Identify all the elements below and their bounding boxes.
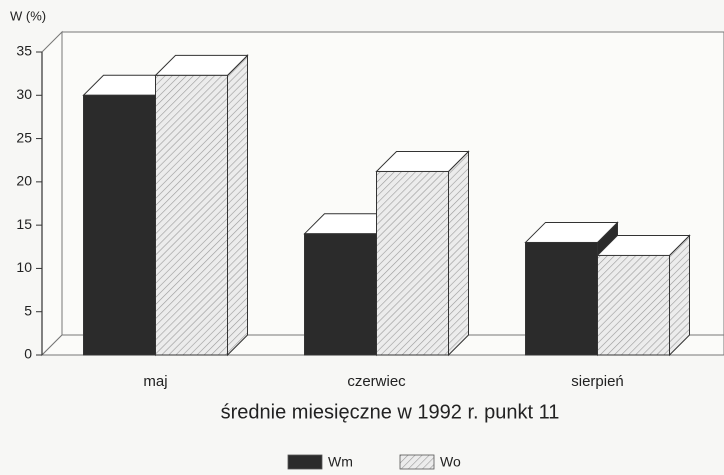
side-wall bbox=[41, 30, 63, 357]
y-tick-label: 30 bbox=[16, 86, 32, 102]
x-tick-label: maj bbox=[143, 373, 167, 390]
y-tick-label: 10 bbox=[16, 259, 32, 275]
bar-side bbox=[227, 54, 248, 357]
x-axis-label: średnie miesięczne w 1992 r. punkt 11 bbox=[221, 401, 560, 423]
bar-side bbox=[448, 150, 469, 357]
legend-swatch bbox=[399, 454, 435, 470]
legend-label: Wm bbox=[328, 454, 353, 470]
x-tick-label: sierpień bbox=[571, 373, 624, 390]
y-tick-label: 25 bbox=[16, 129, 32, 145]
bar bbox=[376, 170, 449, 356]
legend-label: Wo bbox=[440, 454, 461, 470]
bar bbox=[304, 233, 377, 356]
bar bbox=[155, 74, 228, 356]
y-tick-label: 15 bbox=[16, 216, 32, 232]
bar-side bbox=[669, 234, 690, 357]
y-tick-label: 20 bbox=[16, 173, 32, 189]
bar bbox=[597, 254, 670, 356]
bar bbox=[525, 241, 598, 356]
bar bbox=[83, 94, 156, 356]
y-tick-label: 5 bbox=[24, 302, 32, 318]
x-tick-label: czerwiec bbox=[347, 373, 406, 390]
y-axis-label: W (%) bbox=[10, 8, 46, 23]
y-tick-label: 35 bbox=[16, 43, 32, 59]
y-tick-label: 0 bbox=[24, 346, 32, 362]
legend-swatch bbox=[287, 454, 323, 470]
